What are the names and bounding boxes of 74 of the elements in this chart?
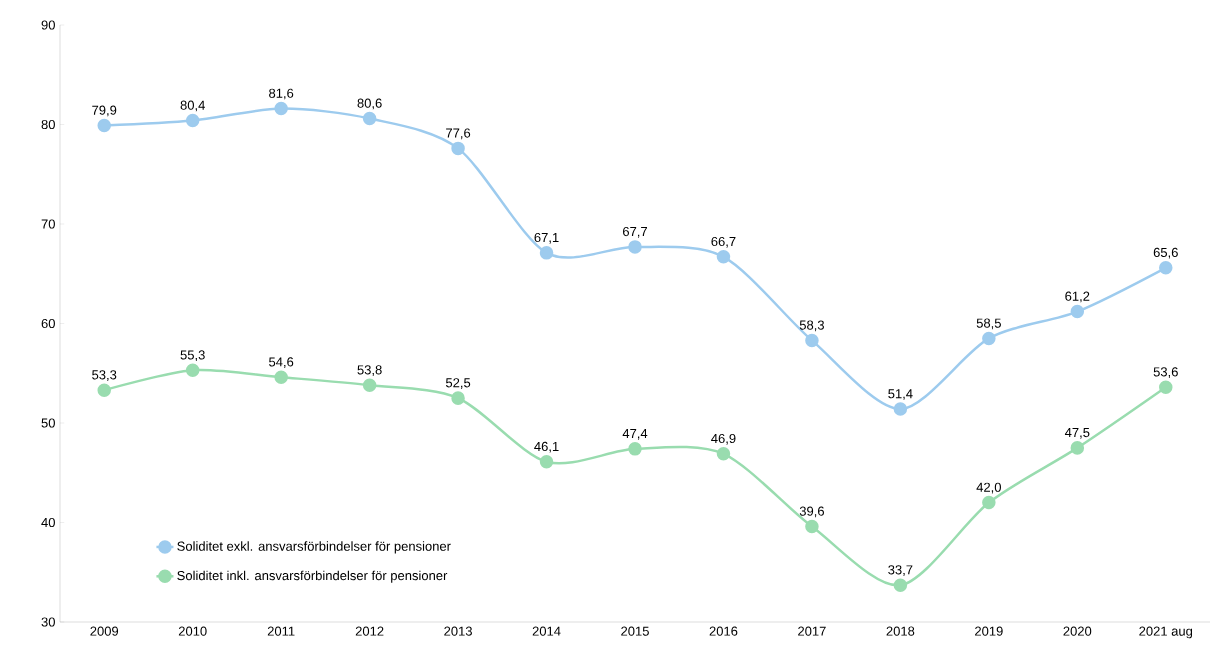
point xyxy=(185,363,200,378)
point xyxy=(451,391,465,405)
point xyxy=(628,240,642,254)
point xyxy=(1070,304,1085,319)
point xyxy=(716,447,731,461)
point xyxy=(539,246,554,260)
point xyxy=(1159,261,1173,275)
data-label: 52,5 xyxy=(445,378,471,389)
legend-label: Soliditet inkl. ansvarsförbindelser för pensioner xyxy=(177,570,448,583)
legend-label: Soliditet exkl. ansvarsförbindelser för pensioner xyxy=(177,541,451,554)
point xyxy=(451,141,465,156)
data-label: 79,9 xyxy=(92,105,117,117)
data-label: 51,4 xyxy=(888,389,913,400)
x-tick-label: 2015 xyxy=(621,626,649,636)
point xyxy=(893,402,908,416)
point xyxy=(805,519,819,534)
point xyxy=(982,495,996,510)
point xyxy=(893,578,908,592)
x-tick-label: 2012 xyxy=(355,626,384,636)
point xyxy=(274,101,288,116)
x-tick-label: 2021 aug xyxy=(1139,626,1193,639)
data-label: 67,1 xyxy=(534,232,559,244)
x-tick-label: 2013 xyxy=(444,626,472,636)
data-label: 55,3 xyxy=(180,350,205,362)
data-label: 80,6 xyxy=(357,98,382,110)
data-label: 58,3 xyxy=(799,320,824,332)
data-label: 77,6 xyxy=(446,128,471,140)
x-tick-label: 2016 xyxy=(709,626,738,636)
data-label: 53,6 xyxy=(1153,367,1178,378)
point xyxy=(97,118,111,133)
y-tick-label: 50 xyxy=(41,418,55,428)
data-label: 66,7 xyxy=(711,236,736,248)
data-label: 47,5 xyxy=(1064,428,1090,439)
point xyxy=(628,442,642,456)
data-label: 39,6 xyxy=(799,506,824,518)
x-tick-label: 2020 xyxy=(1063,626,1092,636)
point xyxy=(982,331,996,346)
data-label: 42,0 xyxy=(976,482,1001,494)
point xyxy=(97,383,111,397)
point xyxy=(539,455,554,469)
point xyxy=(1070,441,1085,455)
data-label: 58,5 xyxy=(976,318,1001,330)
x-tick-label: 2014 xyxy=(532,626,561,636)
x-tick-label: 2018 xyxy=(886,626,915,636)
x-tick-label: 2011 xyxy=(267,626,295,636)
point xyxy=(1159,380,1173,394)
y-tick-label: 40 xyxy=(41,517,55,528)
data-label: 46,9 xyxy=(711,433,736,445)
point xyxy=(716,250,731,264)
x-tick-label: 2017 xyxy=(798,626,826,636)
data-label: 65,6 xyxy=(1153,247,1178,259)
data-label: 46,1 xyxy=(534,441,559,453)
data-label: 61,2 xyxy=(1065,291,1090,303)
data-label: 53,3 xyxy=(92,370,117,381)
data-label: 47,4 xyxy=(622,429,648,440)
point xyxy=(274,370,288,384)
x-tick-label: 2010 xyxy=(178,626,207,636)
data-label: 53,8 xyxy=(357,365,382,376)
y-tick-label: 80 xyxy=(41,119,55,130)
data-label: 67,7 xyxy=(623,226,647,238)
point xyxy=(362,111,377,126)
point xyxy=(185,113,200,128)
x-tick-label: 2009 xyxy=(90,626,119,636)
data-label: 54,6 xyxy=(269,357,294,369)
x-tick-label: 2019 xyxy=(975,626,1003,636)
y-tick-label: 30 xyxy=(41,617,55,627)
data-label: 81,6 xyxy=(269,88,294,100)
y-tick-label: 60 xyxy=(41,318,55,329)
point xyxy=(362,378,377,392)
data-label: 33,7 xyxy=(888,565,913,576)
y-tick-label: 70 xyxy=(41,219,55,229)
point xyxy=(805,333,819,348)
y-tick-label: 90 xyxy=(41,20,55,30)
data-label: 80,4 xyxy=(180,100,205,112)
